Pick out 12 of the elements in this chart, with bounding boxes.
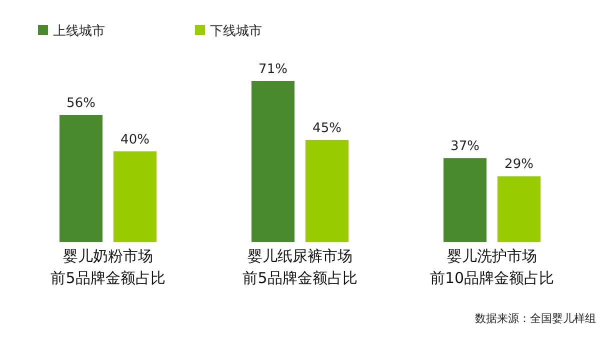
x-tick-label: 婴儿奶粉市场前5品牌金额占比 — [50, 247, 166, 287]
data-label: 40% — [120, 132, 150, 148]
data-label: 71% — [258, 62, 288, 77]
data-label: 29% — [504, 157, 534, 172]
data-label: 45% — [312, 120, 342, 136]
x-tick-label: 婴儿纸尿裤市场前5品牌金额占比 — [242, 247, 358, 287]
x-tick-label: 婴儿洗护市场前10品牌金额占比 — [430, 247, 554, 287]
data-label: 56% — [66, 96, 96, 112]
source-note: 数据来源：全国婴儿样组 — [475, 312, 596, 325]
data-label: 37% — [450, 139, 480, 154]
legend-label: 下线城市 — [210, 24, 262, 39]
legend-label: 上线城市 — [53, 24, 105, 39]
